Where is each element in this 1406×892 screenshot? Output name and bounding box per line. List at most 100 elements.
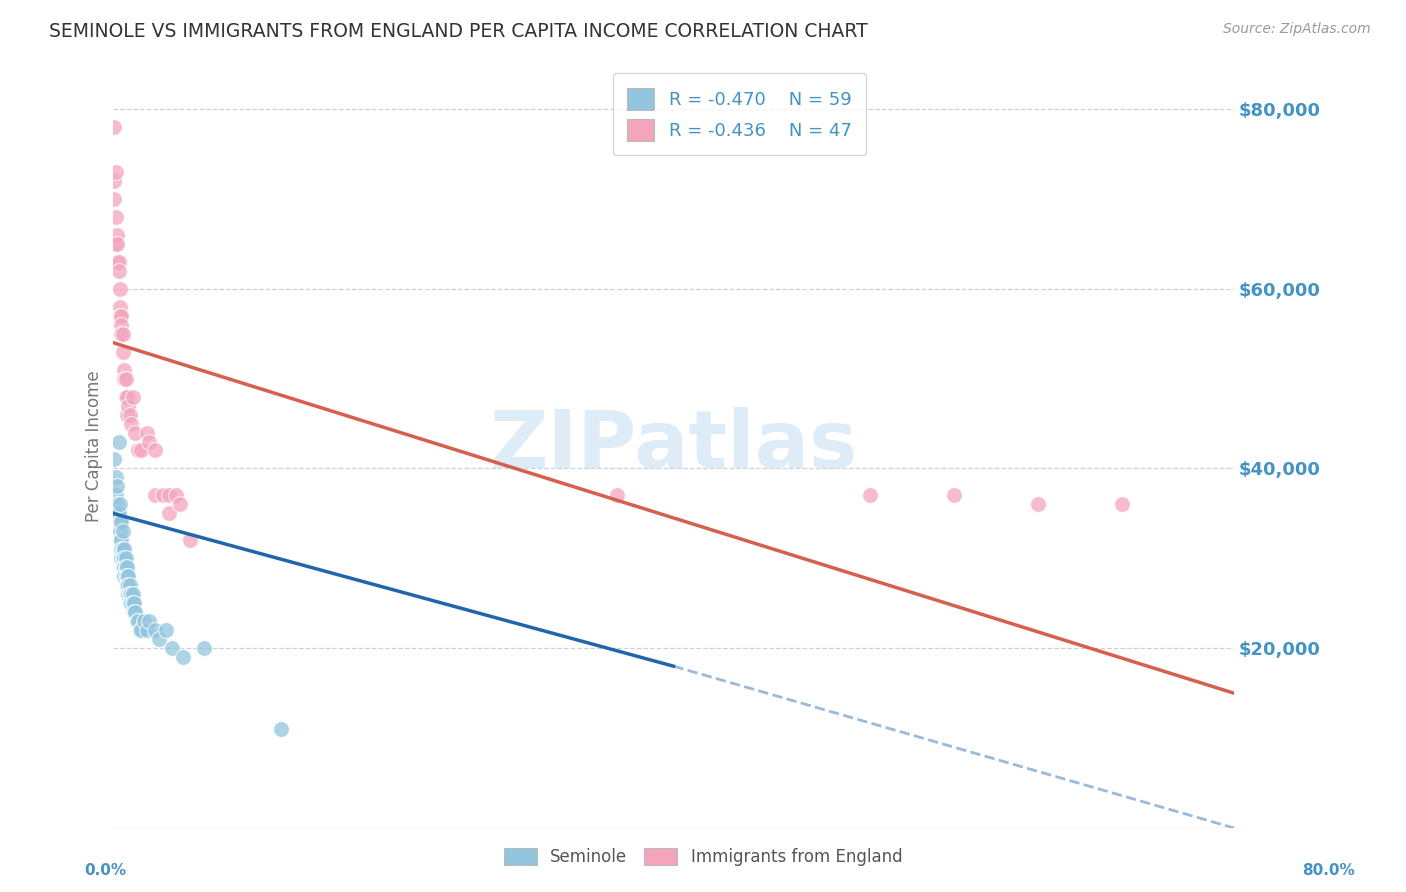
Point xyxy=(942,488,965,502)
Point xyxy=(105,227,128,242)
Point xyxy=(128,624,150,638)
Point xyxy=(270,722,292,736)
Point xyxy=(108,309,131,323)
Point xyxy=(111,326,134,341)
Point xyxy=(112,362,135,376)
Point xyxy=(111,551,134,566)
Text: ZIPatlas: ZIPatlas xyxy=(489,407,858,485)
Point xyxy=(114,569,136,583)
Point xyxy=(112,569,135,583)
Point xyxy=(103,120,125,134)
Point xyxy=(157,488,180,502)
Point xyxy=(110,326,132,341)
Point xyxy=(110,516,132,530)
Point xyxy=(115,560,138,574)
Point xyxy=(107,254,129,268)
Point xyxy=(110,551,132,566)
Point xyxy=(105,479,128,493)
Point xyxy=(110,309,132,323)
Point xyxy=(108,300,131,314)
Point xyxy=(115,390,138,404)
Point xyxy=(165,488,187,502)
Point xyxy=(112,542,135,557)
Point xyxy=(124,425,146,440)
Point xyxy=(117,569,139,583)
Point xyxy=(115,408,138,422)
Legend: R = -0.470    N = 59, R = -0.436    N = 47: R = -0.470 N = 59, R = -0.436 N = 47 xyxy=(613,73,866,155)
Point xyxy=(112,560,135,574)
Point xyxy=(108,497,131,511)
Point xyxy=(132,614,155,628)
Point xyxy=(1026,497,1049,511)
Y-axis label: Per Capita Income: Per Capita Income xyxy=(86,370,103,522)
Point xyxy=(104,470,127,484)
Point xyxy=(111,524,134,539)
Point xyxy=(143,443,166,458)
Point xyxy=(143,624,166,638)
Point xyxy=(121,390,143,404)
Point xyxy=(152,488,174,502)
Point xyxy=(105,236,128,251)
Point xyxy=(120,596,142,610)
Point xyxy=(127,614,149,628)
Point xyxy=(107,264,129,278)
Point xyxy=(138,614,160,628)
Point xyxy=(110,542,132,557)
Point xyxy=(107,507,129,521)
Point xyxy=(124,605,146,619)
Point xyxy=(104,236,127,251)
Point xyxy=(110,318,132,332)
Text: 80.0%: 80.0% xyxy=(1302,863,1355,878)
Point xyxy=(121,596,143,610)
Point xyxy=(143,488,166,502)
Point xyxy=(115,578,138,592)
Point xyxy=(125,614,148,628)
Point xyxy=(105,254,128,268)
Point xyxy=(111,542,134,557)
Point xyxy=(121,587,143,601)
Point xyxy=(108,282,131,296)
Point xyxy=(118,596,141,610)
Point xyxy=(104,210,127,224)
Point xyxy=(1111,497,1133,511)
Point xyxy=(108,524,131,539)
Point xyxy=(103,192,125,206)
Point xyxy=(118,408,141,422)
Point xyxy=(104,165,127,179)
Point xyxy=(112,371,135,385)
Point xyxy=(112,569,135,583)
Point xyxy=(179,533,201,548)
Point xyxy=(155,624,177,638)
Point xyxy=(129,624,152,638)
Point xyxy=(129,443,152,458)
Point xyxy=(118,578,141,592)
Point xyxy=(104,488,127,502)
Point xyxy=(858,488,880,502)
Point xyxy=(115,569,138,583)
Point xyxy=(107,434,129,449)
Point xyxy=(120,587,142,601)
Point xyxy=(111,560,134,574)
Text: SEMINOLE VS IMMIGRANTS FROM ENGLAND PER CAPITA INCOME CORRELATION CHART: SEMINOLE VS IMMIGRANTS FROM ENGLAND PER … xyxy=(49,22,868,41)
Point xyxy=(108,533,131,548)
Text: Source: ZipAtlas.com: Source: ZipAtlas.com xyxy=(1223,22,1371,37)
Point xyxy=(122,596,145,610)
Point xyxy=(122,605,145,619)
Text: 0.0%: 0.0% xyxy=(84,863,127,878)
Point xyxy=(127,443,149,458)
Point xyxy=(120,417,142,431)
Point xyxy=(135,425,157,440)
Point xyxy=(118,587,141,601)
Point xyxy=(172,650,194,665)
Point xyxy=(114,560,136,574)
Point xyxy=(114,390,136,404)
Point xyxy=(115,578,138,592)
Point xyxy=(111,344,134,359)
Point xyxy=(105,497,128,511)
Point xyxy=(148,632,170,647)
Point xyxy=(157,507,180,521)
Point xyxy=(107,507,129,521)
Point xyxy=(606,488,628,502)
Point xyxy=(103,452,125,467)
Point xyxy=(114,371,136,385)
